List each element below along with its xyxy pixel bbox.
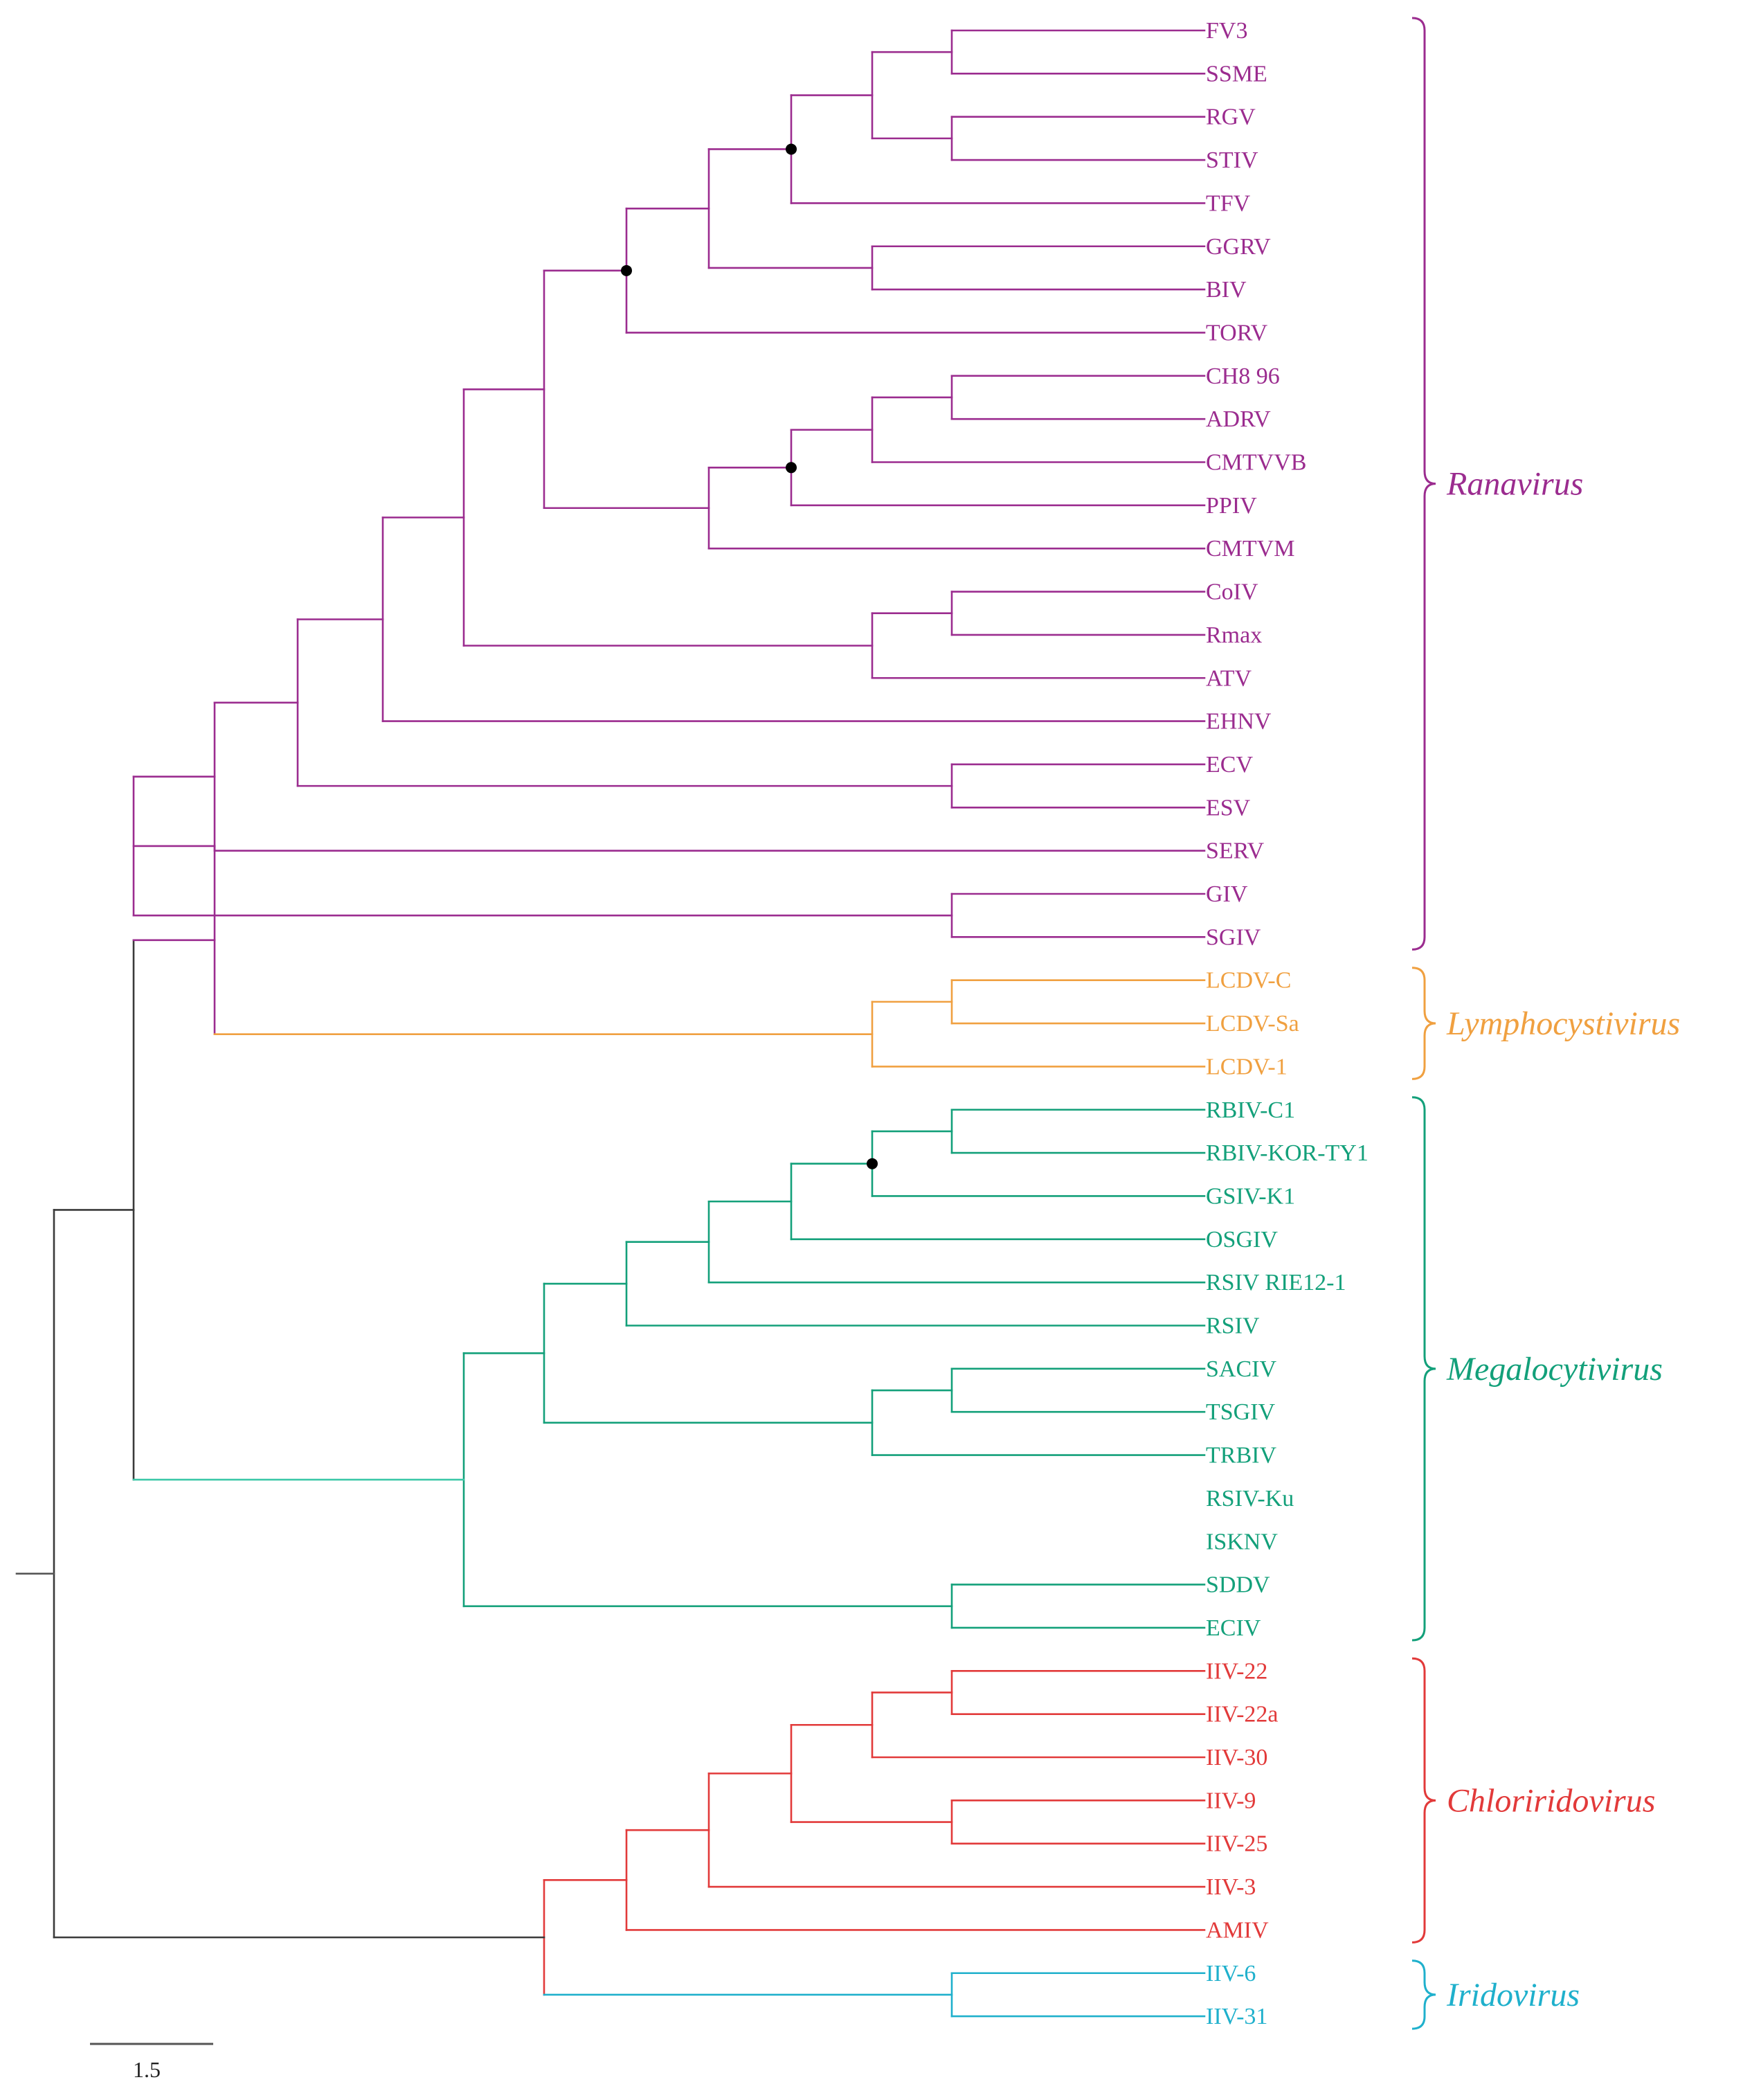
node-markers	[621, 143, 878, 1169]
genus-label: Ranavirus	[1446, 466, 1583, 503]
leaf-label: IIV-31	[1206, 2004, 1267, 2029]
leaf-label: ADRV	[1206, 406, 1271, 432]
node-support-dot	[786, 143, 797, 155]
genus-label: Iridovirus	[1446, 1977, 1580, 2013]
leaf-label: EHNV	[1206, 709, 1272, 735]
leaf-label: RSIV RIE12-1	[1206, 1270, 1346, 1295]
leaf-label: GIV	[1206, 881, 1248, 907]
leaf-label: TFV	[1206, 190, 1251, 216]
leaf-label: FV3	[1206, 18, 1247, 44]
leaf-label: ATV	[1206, 665, 1252, 691]
leaf-label: SDDV	[1206, 1572, 1270, 1598]
leaf-label: IIV-9	[1206, 1788, 1256, 1813]
genus-bracket	[1411, 1096, 1436, 1642]
leaf-label: AMIV	[1206, 1917, 1269, 1943]
leaf-label: CH8 96	[1206, 364, 1280, 389]
genus-bracket	[1411, 1959, 1436, 2030]
leaf-label: IIV-3	[1206, 1874, 1256, 1900]
leaf-label: RGV	[1206, 105, 1256, 130]
leaf-label: LCDV-C	[1206, 968, 1291, 994]
node-support-dot	[786, 462, 797, 474]
leaf-label: CoIV	[1206, 580, 1258, 605]
leaf-label: CMTVM	[1206, 536, 1294, 562]
leaf-label: Rmax	[1206, 622, 1262, 648]
leaf-label: GSIV-K1	[1206, 1183, 1295, 1209]
leaf-label: SGIV	[1206, 924, 1261, 950]
leaf-labels: FV3 SSME RGV STIV TFV GGRV BIV TORV CH8 96 ADRV CM…	[1206, 18, 1369, 2029]
leaf-label: CMTVVB	[1206, 450, 1306, 476]
leaf-label: TRBIV	[1206, 1443, 1276, 1469]
node-support-dot	[867, 1158, 878, 1169]
leaf-label: RSIV	[1206, 1313, 1260, 1339]
scale-bar: 1.5	[90, 2043, 213, 2082]
genus-bracket	[1411, 1657, 1436, 1944]
leaf-label: TORV	[1206, 320, 1268, 345]
leaf-label: RSIV-Ku	[1206, 1486, 1294, 1511]
leaf-label: SERV	[1206, 838, 1265, 864]
leaf-label: BIV	[1206, 277, 1247, 303]
genus-bracket	[1411, 17, 1436, 951]
genus-label: Chloriridovirus	[1447, 1782, 1655, 1819]
leaf-label: TSGIV	[1206, 1399, 1276, 1425]
node-support-dot	[621, 264, 632, 276]
leaf-label: LCDV-Sa	[1206, 1011, 1299, 1036]
leaf-label: IIV-22a	[1206, 1702, 1279, 1727]
leaf-label: LCDV-1	[1206, 1054, 1288, 1079]
leaf-label: ECV	[1206, 752, 1253, 778]
genus-bracket	[1411, 967, 1436, 1080]
leaf-label: ESV	[1206, 795, 1251, 820]
leaf-label: IIV-30	[1206, 1745, 1267, 1770]
leaf-label: STIV	[1206, 147, 1258, 173]
leaf-label: IIV-6	[1206, 1961, 1256, 1986]
genus-label: Lymphocystivirus	[1446, 1005, 1680, 1042]
genus-label: Megalocytivirus	[1446, 1351, 1663, 1388]
leaf-label: RBIV-KOR-TY1	[1206, 1140, 1369, 1166]
leaf-label: IIV-25	[1206, 1831, 1267, 1857]
leaf-label: OSGIV	[1206, 1227, 1278, 1253]
leaf-label: ISKNV	[1206, 1529, 1278, 1554]
scale-bar-label: 1.5	[133, 2057, 161, 2082]
leaf-label: PPIV	[1206, 493, 1257, 519]
leaf-label: ECIV	[1206, 1615, 1261, 1641]
leaf-label: IIV-22	[1206, 1658, 1267, 1684]
leaf-label: GGRV	[1206, 234, 1271, 260]
leaf-label: RBIV-C1	[1206, 1097, 1295, 1123]
leaf-label: SACIV	[1206, 1356, 1276, 1382]
leaf-label: SSME	[1206, 61, 1267, 87]
genus-brackets: Ranavirus Lymphocystivirus Megalocytivirus…	[1411, 17, 1680, 2030]
tree-branches	[15, 29, 1206, 2018]
